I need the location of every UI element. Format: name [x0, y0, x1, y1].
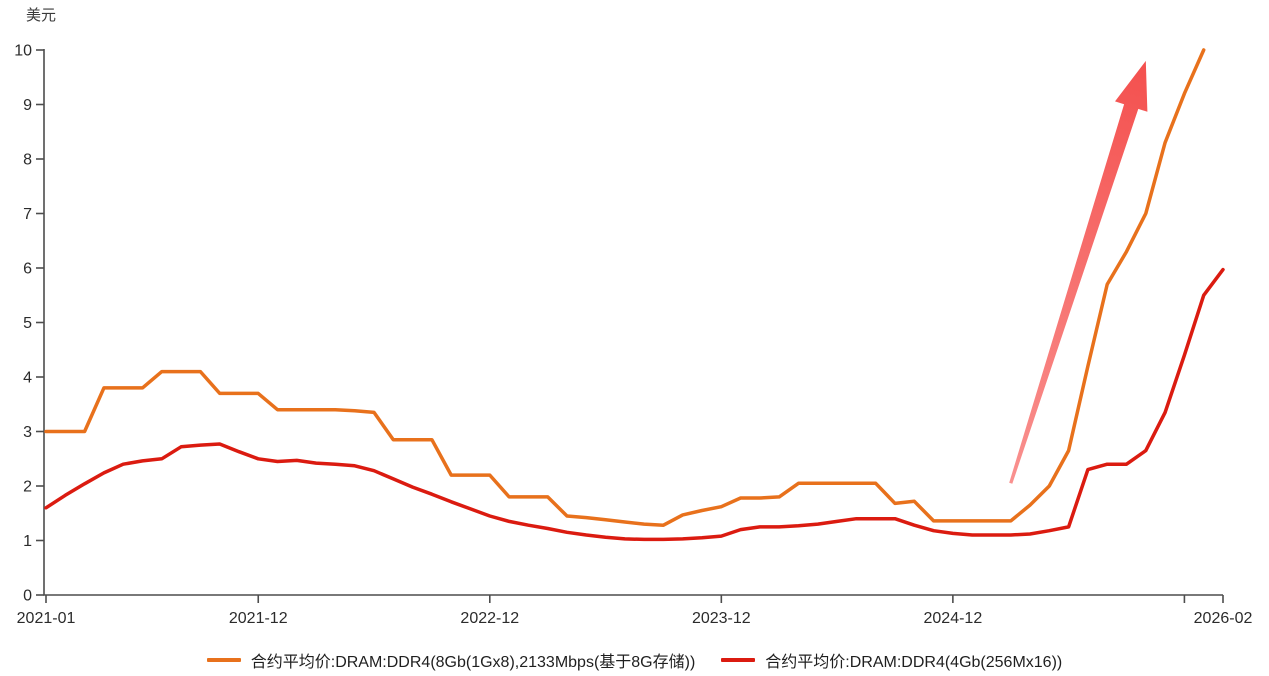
series1-label: 合约平均价:DRAM:DDR4(8Gb(1Gx8),2133Mbps(基于8G存… — [250, 654, 696, 671]
x-tick-label: 2022-12 — [460, 610, 519, 627]
y-tick-label: 5 — [23, 315, 32, 332]
x-tick-label: 2021-01 — [17, 610, 76, 627]
y-tick-label: 2 — [23, 479, 32, 496]
chart-legend: 合约平均价:DRAM:DDR4(8Gb(1Gx8),2133Mbps(基于8G存… — [0, 648, 1269, 672]
x-tick-label: 2024-12 — [924, 610, 983, 627]
x-tick-label: 2023-12 — [692, 610, 751, 627]
legend-item-series2: 合约平均价:DRAM:DDR4(4Gb(256Mx16)) — [721, 648, 1062, 672]
up-arrow-annotation — [1009, 60, 1148, 484]
y-tick-label: 9 — [23, 97, 32, 114]
x-tick-label: 2026-02 — [1194, 610, 1253, 627]
y-tick-label: 4 — [23, 370, 32, 387]
y-tick-label: 10 — [14, 43, 32, 60]
y-tick-label: 6 — [23, 261, 32, 278]
series2-color-swatch — [721, 658, 756, 662]
y-tick-label: 3 — [23, 424, 32, 441]
plot-canvas: 0 1 2 3 4 5 6 7 8 9 10 2021-01 2021-12 2022-12 2023-12… — [14, 43, 1253, 628]
legend-item-series1: 合约平均价:DRAM:DDR4(8Gb(1Gx8),2133Mbps(基于8G存… — [206, 648, 696, 672]
series1-color-swatch — [206, 658, 241, 662]
axes — [43, 49, 1223, 596]
y-tick-label: 8 — [23, 152, 32, 169]
series-line-1 — [44, 48, 1206, 527]
y-tick-label: 7 — [23, 206, 32, 223]
series-line-2 — [44, 267, 1225, 542]
y-axis-unit-label: 美元 — [26, 7, 57, 24]
series2-label: 合约平均价:DRAM:DDR4(4Gb(256Mx16)) — [765, 654, 1063, 671]
x-tick-label: 2021-12 — [229, 610, 288, 627]
y-tick-label: 1 — [23, 533, 32, 550]
y-tick-label: 0 — [23, 588, 32, 605]
